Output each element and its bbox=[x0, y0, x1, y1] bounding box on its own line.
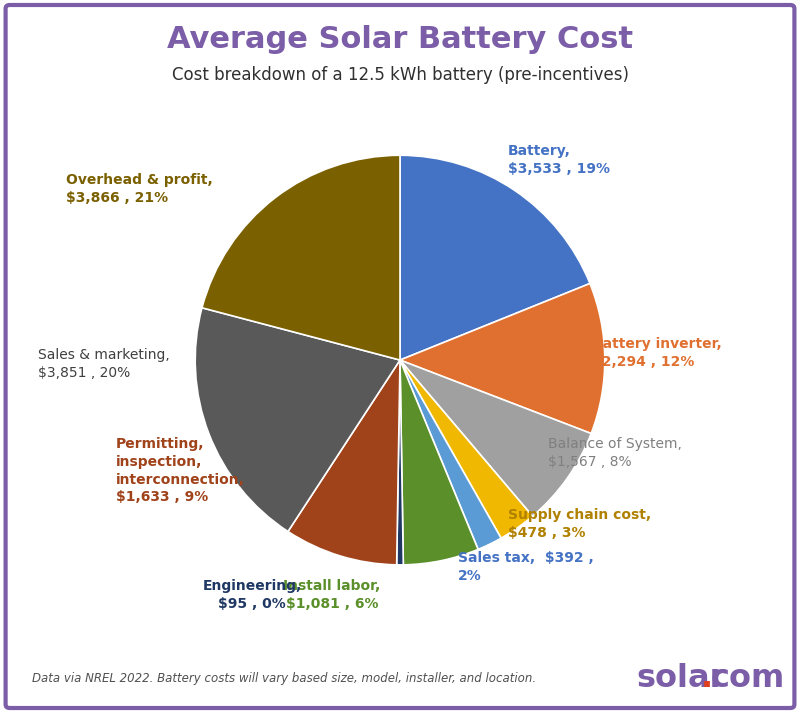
Text: Supply chain cost,
$478 , 3%: Supply chain cost, $478 , 3% bbox=[508, 508, 651, 540]
Wedge shape bbox=[397, 360, 403, 565]
Text: Overhead & profit,
$3,866 , 21%: Overhead & profit, $3,866 , 21% bbox=[66, 173, 212, 205]
Text: solar: solar bbox=[636, 663, 726, 694]
Wedge shape bbox=[195, 308, 400, 531]
Wedge shape bbox=[288, 360, 400, 565]
Wedge shape bbox=[400, 360, 591, 516]
Text: Cost breakdown of a 12.5 kWh battery (pre-incentives): Cost breakdown of a 12.5 kWh battery (pr… bbox=[171, 66, 629, 84]
Text: Engineering,
$95 , 0%: Engineering, $95 , 0% bbox=[202, 580, 302, 611]
Text: Balance of System,
$1,567 , 8%: Balance of System, $1,567 , 8% bbox=[548, 437, 682, 468]
Text: Battery,
$3,533 , 19%: Battery, $3,533 , 19% bbox=[508, 145, 610, 176]
Text: Data via NREL 2022. Battery costs will vary based size, model, installer, and lo: Data via NREL 2022. Battery costs will v… bbox=[32, 672, 536, 685]
Text: .: . bbox=[701, 663, 713, 694]
Text: Sales tax,  $392 ,
2%: Sales tax, $392 , 2% bbox=[458, 551, 594, 583]
Wedge shape bbox=[400, 284, 605, 434]
Wedge shape bbox=[400, 360, 533, 538]
Text: Average Solar Battery Cost: Average Solar Battery Cost bbox=[167, 25, 633, 53]
Wedge shape bbox=[400, 360, 478, 565]
Text: com: com bbox=[710, 663, 785, 694]
Wedge shape bbox=[202, 155, 400, 360]
Text: Permitting,
inspection,
interconnection,
$1,633 , 9%: Permitting, inspection, interconnection,… bbox=[116, 437, 245, 504]
Text: Battery inverter,
$2,294 , 12%: Battery inverter, $2,294 , 12% bbox=[592, 337, 722, 369]
Wedge shape bbox=[400, 360, 501, 550]
Wedge shape bbox=[400, 155, 590, 360]
Text: Install labor,
$1,081 , 6%: Install labor, $1,081 , 6% bbox=[283, 580, 381, 611]
Text: Sales & marketing,
$3,851 , 20%: Sales & marketing, $3,851 , 20% bbox=[38, 348, 170, 379]
